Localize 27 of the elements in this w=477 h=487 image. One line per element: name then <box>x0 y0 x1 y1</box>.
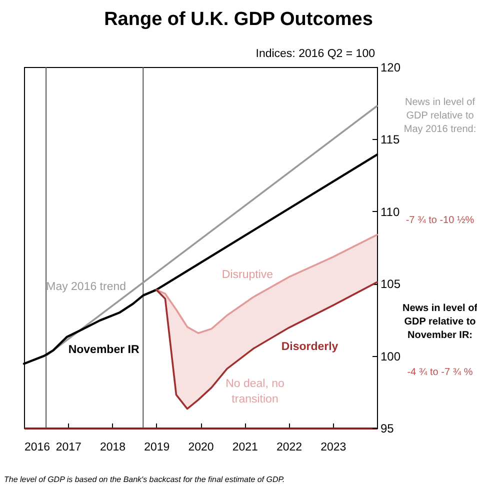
y-tick-label: 105 <box>380 277 401 292</box>
series-label: May 2016 trend <box>46 280 126 293</box>
x-tick-label: 2021 <box>232 442 258 454</box>
x-tick-label: 2023 <box>320 442 346 454</box>
y-tick-label: 115 <box>380 132 400 147</box>
x-tick-label: 2022 <box>276 442 302 454</box>
y-tick-label: 95 <box>380 422 394 436</box>
series-label: November IR <box>68 344 140 356</box>
y-tick-label: 100 <box>380 349 401 364</box>
text: News in level of GDP relative to May 2016 trend: <box>404 97 476 135</box>
chart-title: Range of U.K. GDP Outcomes <box>104 9 373 30</box>
text: -4 ¾ to -7 ¾ % <box>407 367 473 378</box>
x-tick-label: 2020 <box>188 442 214 454</box>
text: The level of GDP is based on the Bank's backcast for the final estimate of GDP. <box>4 475 285 484</box>
x-tick-label: 2019 <box>144 442 170 454</box>
annotation: No deal, no transition <box>226 378 284 406</box>
x-tick-label: 2017 <box>56 442 82 454</box>
series-label: Disruptive <box>222 269 274 282</box>
x-tick-label: 2018 <box>100 442 126 454</box>
y-tick-label: 120 <box>380 60 401 74</box>
chart-subtitle: Indices: 2016 Q2 = 100 <box>256 48 375 60</box>
x-tick-label: 2016 <box>24 442 50 454</box>
line-series <box>155 234 378 334</box>
text: -7 ¾ to -10 ½% <box>406 215 474 226</box>
series-label: Disorderly <box>281 340 339 353</box>
line-series <box>155 281 378 410</box>
y-tick-label: 110 <box>380 204 400 219</box>
